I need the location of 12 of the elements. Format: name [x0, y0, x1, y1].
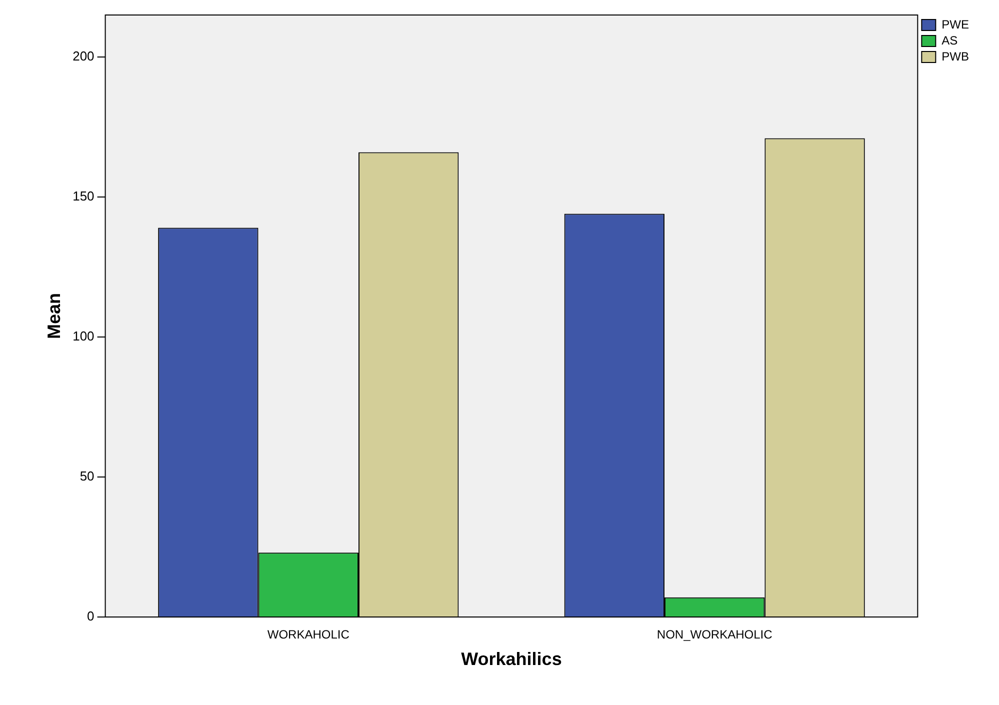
y-tick-label: 50: [80, 468, 94, 484]
y-tick-label: 100: [72, 328, 94, 344]
y-tick-label: 200: [72, 48, 94, 64]
x-tick-label: NON_WORKAHOLIC: [656, 628, 773, 642]
legend-label: PWB: [942, 49, 970, 64]
y-tick-label: 0: [87, 608, 94, 624]
legend-label: PWE: [942, 17, 970, 32]
x-axis-title: Workahilics: [461, 649, 562, 670]
x-tick-label: WORKAHOLIC: [267, 628, 350, 642]
legend-label: AS: [942, 33, 958, 48]
y-axis-title: Mean: [44, 292, 64, 340]
y-tick-label: 150: [72, 188, 94, 204]
